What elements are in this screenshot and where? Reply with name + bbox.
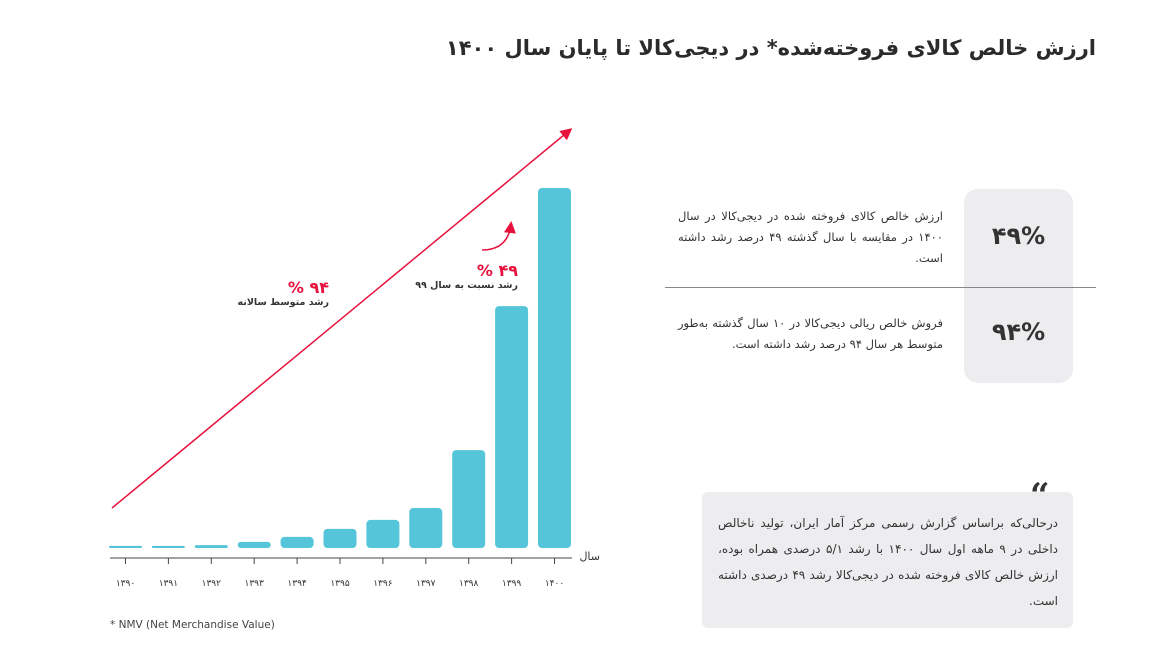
annotation-value: ۴۹ % (476, 261, 518, 280)
x-tick-label: ۱۳۹۶ (373, 579, 393, 589)
quote-box (702, 492, 1073, 628)
x-tick-label: ۱۳۹۰ (116, 579, 135, 589)
annotation-value: ۹۴ % (287, 278, 329, 297)
bar-6 (366, 519, 400, 548)
divider (665, 287, 1096, 288)
page-title: ارزش خالص کالای فروخته‌شده* در دیجی‌کالا… (445, 36, 1096, 60)
bar-1 (151, 545, 185, 548)
trend-line (111, 128, 573, 509)
bar-5 (323, 528, 357, 548)
x-tick-label: ۱۴۰۰ (545, 579, 564, 589)
bar-10 (538, 188, 571, 548)
annotation-average-growth: ۹۴ % رشد متوسط سالانه (238, 278, 329, 308)
quote-icon: “ (1030, 476, 1050, 516)
bar-chart: ۱۳۹۰ ۱۳۹۱ ۱۳۹۲ ۱۳۹۳ ۱۳۹۴ ۱۳۹۵ ۱۳۹۶ ۱۳۹۷ ۱۳۹۸ ۱۳۹۹… (109, 128, 600, 589)
bar-9 (495, 306, 529, 548)
stat-value-1: ۴۹% (991, 222, 1046, 250)
x-tick-label: ۱۳۹۸ (459, 579, 479, 589)
annotation-label: رشد نسبت به سال ۹۹ (415, 280, 518, 291)
bar-3 (237, 541, 271, 548)
x-tick-label: ۱۳۹۴ (287, 579, 307, 589)
bar-0 (109, 545, 142, 548)
x-tick-label: ۱۳۹۲ (202, 579, 222, 589)
x-tick-label: ۱۳۹۱ (159, 579, 178, 589)
x-tick-label: ۱۳۹۵ (330, 579, 350, 589)
stat-value-2: ۹۴% (991, 318, 1046, 346)
stat-text-2: فروش خالص ریالی دیجی‌کالا در ۱۰ سال گذشت… (678, 316, 943, 351)
quote-text: درحالی‌که براساس گزارش رسمی مرکز آمار ای… (718, 516, 1059, 608)
x-tick-label: ۱۳۹۷ (416, 579, 436, 589)
x-axis-label: سال (579, 550, 600, 563)
footnote: * NMV (Net Merchandise Value) (110, 619, 275, 631)
bar-2 (194, 545, 228, 548)
x-tick-label: ۱۳۹۳ (245, 579, 265, 589)
annotation-yoy-growth: ۴۹ % رشد نسبت به سال ۹۹ (415, 261, 518, 291)
bar-8 (452, 450, 486, 548)
x-tick-label: ۱۳۹۹ (502, 579, 522, 589)
bar-4 (280, 536, 314, 548)
stats-highlight-box (964, 189, 1073, 383)
stat-text-1: ارزش خالص کالای فروخته شده در دیجی‌کالا … (678, 209, 943, 265)
growth-arrow (481, 221, 516, 251)
annotation-label: رشد متوسط سالانه (237, 297, 329, 308)
bar-7 (409, 508, 443, 548)
